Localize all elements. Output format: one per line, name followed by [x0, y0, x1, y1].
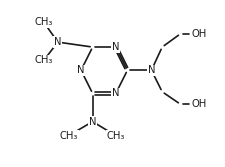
Text: N: N [89, 117, 96, 127]
Text: CH₃: CH₃ [59, 131, 78, 141]
Text: N: N [112, 89, 119, 98]
Text: N: N [54, 37, 62, 47]
Text: N: N [77, 65, 85, 75]
Text: CH₃: CH₃ [107, 131, 125, 141]
Text: OH: OH [192, 29, 207, 39]
Text: CH₃: CH₃ [35, 17, 53, 27]
Text: CH₃: CH₃ [35, 55, 53, 65]
Text: N: N [112, 42, 119, 52]
Text: OH: OH [192, 99, 207, 109]
Text: N: N [148, 65, 155, 75]
